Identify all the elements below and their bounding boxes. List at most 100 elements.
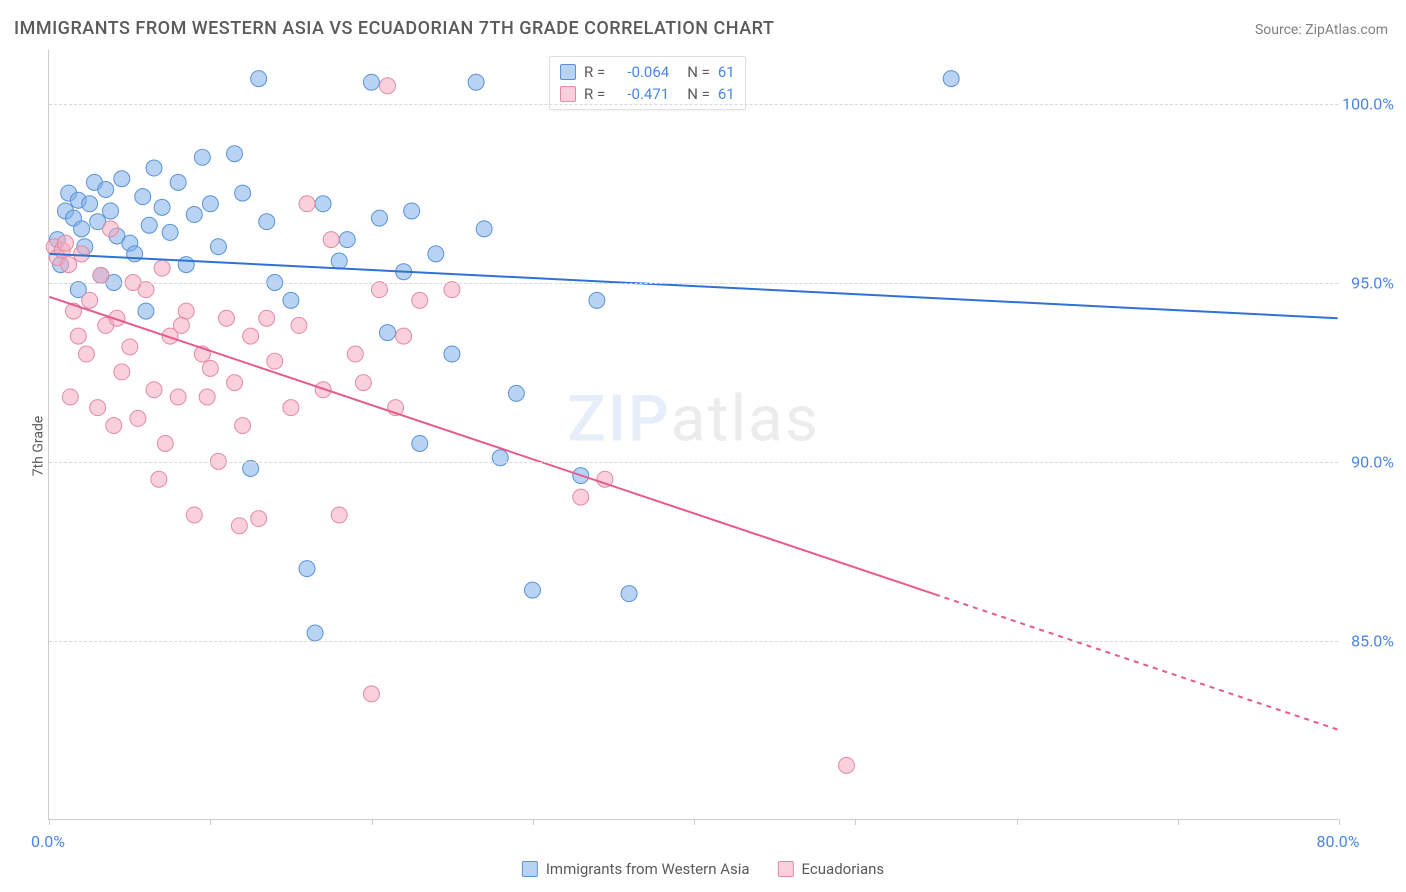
y-tick-label: 95.0% bbox=[1351, 273, 1394, 292]
scatter-point bbox=[157, 435, 173, 451]
scatter-point bbox=[363, 686, 379, 702]
x-tick bbox=[694, 819, 695, 825]
scatter-point bbox=[74, 246, 90, 262]
scatter-point bbox=[331, 507, 347, 523]
plot-area: ZIPatlas R =-0.064N =61R =-0.471N =61 bbox=[48, 50, 1338, 820]
legend-label: Ecuadorians bbox=[802, 860, 885, 878]
legend-label: Immigrants from Western Asia bbox=[546, 860, 750, 878]
scatter-point bbox=[412, 292, 428, 308]
x-tick bbox=[533, 819, 534, 825]
legend-swatch bbox=[778, 861, 794, 877]
scatter-point bbox=[412, 435, 428, 451]
y-tick-label: 85.0% bbox=[1351, 631, 1394, 650]
gridline bbox=[49, 462, 1338, 463]
scatter-point bbox=[231, 518, 247, 534]
scatter-point bbox=[307, 625, 323, 641]
legend-bottom: Immigrants from Western Asia Ecuadorians bbox=[522, 860, 884, 878]
x-tick-label: 80.0% bbox=[1317, 832, 1360, 851]
scatter-point bbox=[323, 232, 339, 248]
scatter-point bbox=[162, 224, 178, 240]
scatter-point bbox=[122, 339, 138, 355]
x-tick bbox=[49, 819, 50, 825]
legend-bottom-item: Ecuadorians bbox=[778, 860, 885, 878]
scatter-point bbox=[492, 450, 508, 466]
n-value: 61 bbox=[718, 83, 735, 105]
scatter-point bbox=[199, 389, 215, 405]
scatter-point bbox=[589, 292, 605, 308]
scatter-point bbox=[218, 310, 234, 326]
y-axis-label: 7th Grade bbox=[30, 416, 46, 477]
scatter-point bbox=[194, 149, 210, 165]
scatter-point bbox=[339, 232, 355, 248]
scatter-point bbox=[62, 389, 78, 405]
scatter-point bbox=[243, 328, 259, 344]
scatter-point bbox=[404, 203, 420, 219]
source-label: Source: bbox=[1255, 22, 1302, 38]
scatter-point bbox=[146, 382, 162, 398]
gridline bbox=[49, 641, 1338, 642]
scatter-point bbox=[259, 310, 275, 326]
scatter-point bbox=[82, 196, 98, 212]
r-value: -0.064 bbox=[613, 61, 669, 83]
scatter-point bbox=[210, 239, 226, 255]
scatter-point bbox=[243, 460, 259, 476]
r-label: R = bbox=[584, 61, 605, 83]
scatter-point bbox=[380, 325, 396, 341]
scatter-point bbox=[363, 74, 379, 90]
scatter-point bbox=[428, 246, 444, 262]
scatter-point bbox=[127, 246, 143, 262]
legend-swatch bbox=[560, 64, 576, 80]
scatter-point bbox=[151, 471, 167, 487]
n-value: 61 bbox=[718, 61, 735, 83]
scatter-point bbox=[251, 511, 267, 527]
x-tick bbox=[1339, 819, 1340, 825]
chart-title: IMMIGRANTS FROM WESTERN ASIA VS ECUADORI… bbox=[14, 18, 774, 39]
scatter-point bbox=[283, 400, 299, 416]
scatter-point bbox=[90, 400, 106, 416]
scatter-point bbox=[141, 217, 157, 233]
scatter-point bbox=[202, 360, 218, 376]
scatter-point bbox=[227, 146, 243, 162]
n-label: N = bbox=[687, 83, 710, 105]
scatter-point bbox=[186, 207, 202, 223]
scatter-point bbox=[170, 174, 186, 190]
scatter-point bbox=[93, 267, 109, 283]
legend-bottom-item: Immigrants from Western Asia bbox=[522, 860, 750, 878]
scatter-point bbox=[154, 199, 170, 215]
scatter-point bbox=[57, 235, 73, 251]
gridline bbox=[49, 283, 1338, 284]
y-tick-label: 90.0% bbox=[1351, 452, 1394, 471]
scatter-point bbox=[299, 196, 315, 212]
scatter-point bbox=[103, 221, 119, 237]
scatter-point bbox=[355, 375, 371, 391]
x-tick bbox=[372, 819, 373, 825]
scatter-point bbox=[331, 253, 347, 269]
scatter-point bbox=[61, 257, 77, 273]
y-tick-label: 100.0% bbox=[1342, 94, 1394, 113]
scatter-point bbox=[170, 389, 186, 405]
scatter-point bbox=[135, 189, 151, 205]
r-label: R = bbox=[584, 83, 605, 105]
legend-top-row: R =-0.471N =61 bbox=[560, 83, 735, 105]
scatter-point bbox=[524, 582, 540, 598]
scatter-point bbox=[178, 303, 194, 319]
source-link[interactable]: ZipAtlas.com bbox=[1305, 22, 1388, 38]
scatter-point bbox=[573, 489, 589, 505]
scatter-point bbox=[82, 292, 98, 308]
scatter-point bbox=[621, 586, 637, 602]
x-tick bbox=[210, 819, 211, 825]
scatter-point bbox=[508, 385, 524, 401]
plot-svg bbox=[49, 50, 1338, 819]
scatter-point bbox=[371, 282, 387, 298]
x-tick bbox=[1017, 819, 1018, 825]
scatter-point bbox=[291, 317, 307, 333]
scatter-point bbox=[259, 214, 275, 230]
legend-swatch bbox=[522, 861, 538, 877]
gridline bbox=[49, 104, 1338, 105]
legend-top-row: R =-0.064N =61 bbox=[560, 61, 735, 83]
scatter-point bbox=[173, 317, 189, 333]
scatter-point bbox=[114, 364, 130, 380]
source-credit: Source: ZipAtlas.com bbox=[1255, 22, 1388, 38]
scatter-point bbox=[235, 418, 251, 434]
trend-line bbox=[49, 254, 1337, 318]
